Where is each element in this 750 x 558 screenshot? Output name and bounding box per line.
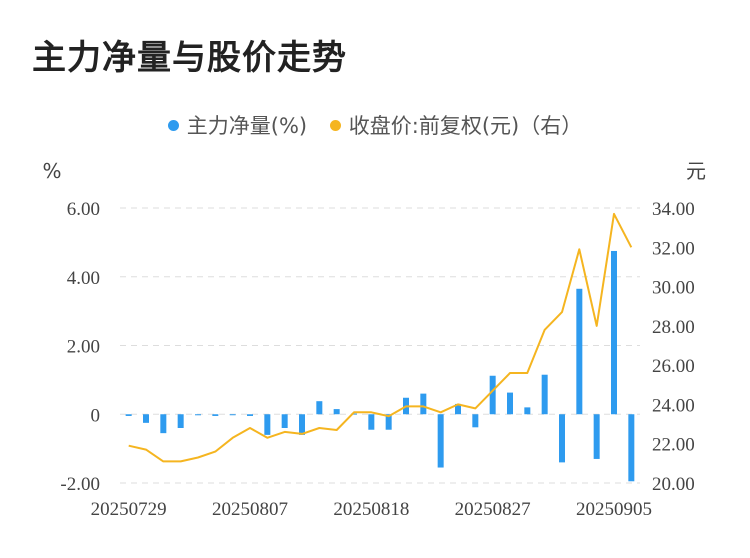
- right-tick-label: 20.00: [652, 474, 695, 495]
- left-axis-unit: %: [42, 159, 61, 183]
- x-tick-label: 20250729: [91, 499, 167, 520]
- bar: [368, 414, 375, 430]
- right-axis-unit: 元: [686, 159, 706, 183]
- bar: [229, 414, 236, 416]
- right-tick-label: 32.00: [652, 238, 695, 259]
- bar: [281, 414, 288, 428]
- bar: [628, 414, 635, 482]
- bar: [299, 414, 305, 435]
- bar: [559, 414, 565, 463]
- right-tick-label: 34.00: [652, 199, 695, 220]
- axes: 6.00 4.00 2.00 0 -2.00 34.00 32.00 30.00 28.00 26…: [42, 159, 706, 520]
- bar: [385, 414, 392, 430]
- bar: [143, 414, 149, 423]
- x-tick-label: 20250807: [212, 499, 288, 520]
- x-tick-label: 20250818: [333, 499, 409, 520]
- left-tick-label: 6.00: [67, 199, 100, 220]
- bar: [576, 288, 583, 415]
- bar: [593, 414, 600, 459]
- bar: [160, 414, 167, 434]
- right-tick-label: 24.00: [652, 395, 695, 416]
- bar: [472, 414, 479, 428]
- bar: [611, 250, 617, 415]
- legend: 主力净量(%) 收盘价:前复权(元)（右）: [0, 110, 750, 140]
- bar: [177, 414, 184, 428]
- legend-item-close-price[interactable]: 收盘价:前复权(元)（右）: [329, 110, 583, 140]
- x-tick-label: 20250905: [576, 499, 652, 520]
- bar: [420, 393, 427, 415]
- bar: [351, 413, 357, 415]
- price-line: [128, 212, 633, 463]
- right-tick-label: 26.00: [652, 356, 695, 377]
- bar: [264, 414, 271, 435]
- right-tick-label: 28.00: [652, 317, 695, 338]
- left-tick-label: 2.00: [67, 337, 100, 358]
- legend-label-net-volume: 主力净量(%): [186, 114, 308, 138]
- right-tick-label: 22.00: [652, 435, 695, 456]
- bar: [489, 375, 496, 415]
- line-series: [128, 212, 633, 463]
- left-tick-label: -2.00: [60, 474, 100, 495]
- bar: [125, 414, 132, 416]
- bar: [455, 403, 461, 415]
- bar: [316, 401, 323, 415]
- bar: [212, 414, 219, 416]
- bar: [524, 407, 531, 415]
- left-tick-label: 4.00: [67, 268, 100, 289]
- legend-label-close-price: 收盘价:前复权(元)（右）: [348, 114, 583, 138]
- legend-item-net-volume[interactable]: 主力净量(%): [167, 110, 308, 140]
- chart-title: 主力净量与股价走势: [32, 38, 347, 78]
- bar-series: [125, 250, 635, 482]
- x-tick-label: 20250827: [455, 499, 531, 520]
- bar: [333, 409, 340, 415]
- grid-lines: [120, 207, 640, 484]
- bar: [195, 414, 201, 416]
- bar: [541, 374, 548, 415]
- legend-dot-bar-icon: [167, 119, 179, 131]
- right-tick-label: 30.00: [652, 278, 695, 299]
- legend-dot-line-icon: [329, 119, 341, 131]
- left-tick-label: 0: [91, 405, 101, 426]
- bar: [507, 392, 513, 415]
- bar: [437, 414, 444, 468]
- bar: [247, 414, 253, 416]
